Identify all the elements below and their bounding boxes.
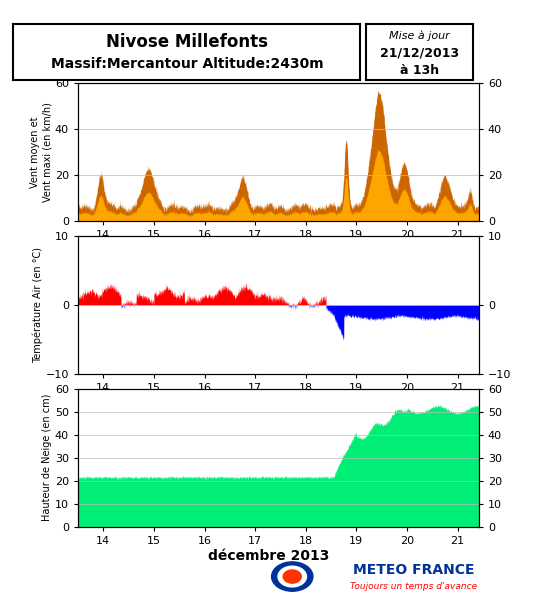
Y-axis label: Température Air (en °C): Température Air (en °C) [32, 247, 43, 363]
Ellipse shape [272, 562, 313, 591]
Text: 21/12/2013: 21/12/2013 [380, 46, 459, 60]
Text: METEO FRANCE: METEO FRANCE [353, 563, 475, 577]
Text: Mise à jour: Mise à jour [390, 31, 450, 42]
Text: Toujours un temps d'avance: Toujours un temps d'avance [350, 582, 477, 591]
Text: décembre 2013: décembre 2013 [208, 549, 330, 563]
Ellipse shape [283, 570, 301, 583]
Text: à 13h: à 13h [400, 64, 439, 77]
Text: Nivose Millefonts: Nivose Millefonts [106, 33, 268, 51]
Y-axis label: Vent moyen et
Vent maxi (en km/h): Vent moyen et Vent maxi (en km/h) [31, 102, 52, 202]
Y-axis label: Hauteur de Neige (en cm): Hauteur de Neige (en cm) [42, 394, 52, 521]
Text: Massif:Mercantour Altitude:2430m: Massif:Mercantour Altitude:2430m [51, 58, 323, 71]
Ellipse shape [278, 566, 307, 587]
